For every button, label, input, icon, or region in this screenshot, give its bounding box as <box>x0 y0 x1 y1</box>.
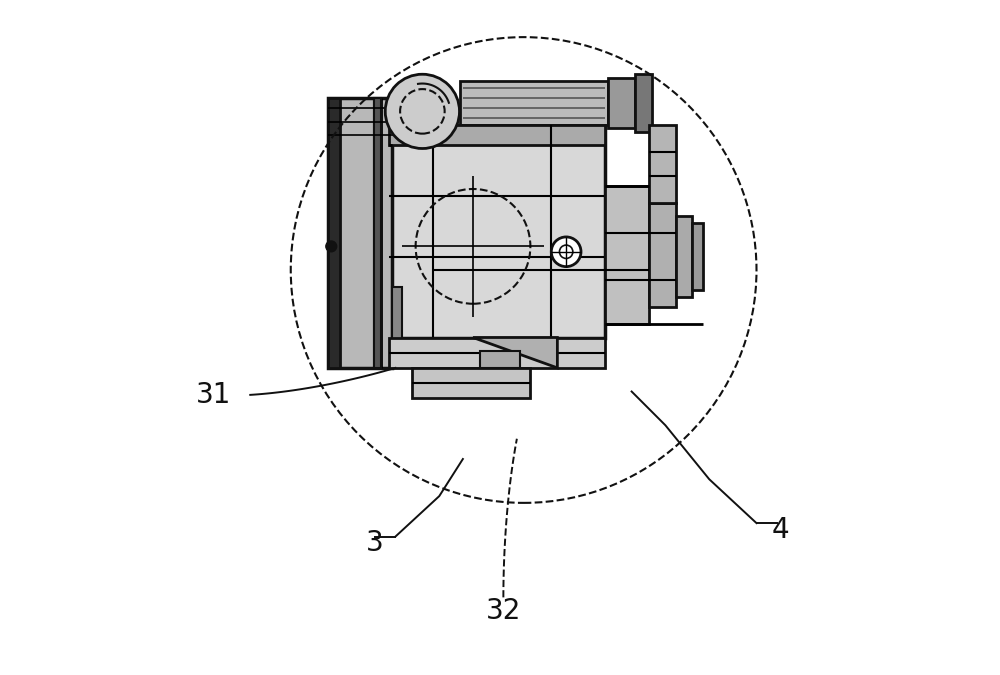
Circle shape <box>385 74 460 148</box>
Bar <box>412 368 530 398</box>
Text: 4: 4 <box>771 516 789 544</box>
Bar <box>392 287 402 368</box>
Circle shape <box>559 245 573 259</box>
Text: 3: 3 <box>366 529 384 558</box>
Bar <box>374 98 381 368</box>
Bar <box>389 125 605 338</box>
Bar <box>648 125 676 202</box>
Bar <box>692 223 702 290</box>
Bar <box>676 216 692 297</box>
Bar <box>389 125 605 145</box>
Polygon shape <box>473 338 557 368</box>
Bar <box>605 186 648 324</box>
Bar <box>635 74 652 132</box>
Text: 32: 32 <box>486 597 521 625</box>
Circle shape <box>326 241 337 252</box>
Bar <box>328 98 340 368</box>
Circle shape <box>551 237 581 267</box>
Bar <box>648 202 676 307</box>
Bar <box>389 338 605 368</box>
Bar <box>328 98 392 368</box>
Bar <box>460 81 608 125</box>
Text: 31: 31 <box>195 381 231 409</box>
Circle shape <box>291 37 757 503</box>
Bar <box>480 351 520 368</box>
Bar <box>608 78 635 128</box>
